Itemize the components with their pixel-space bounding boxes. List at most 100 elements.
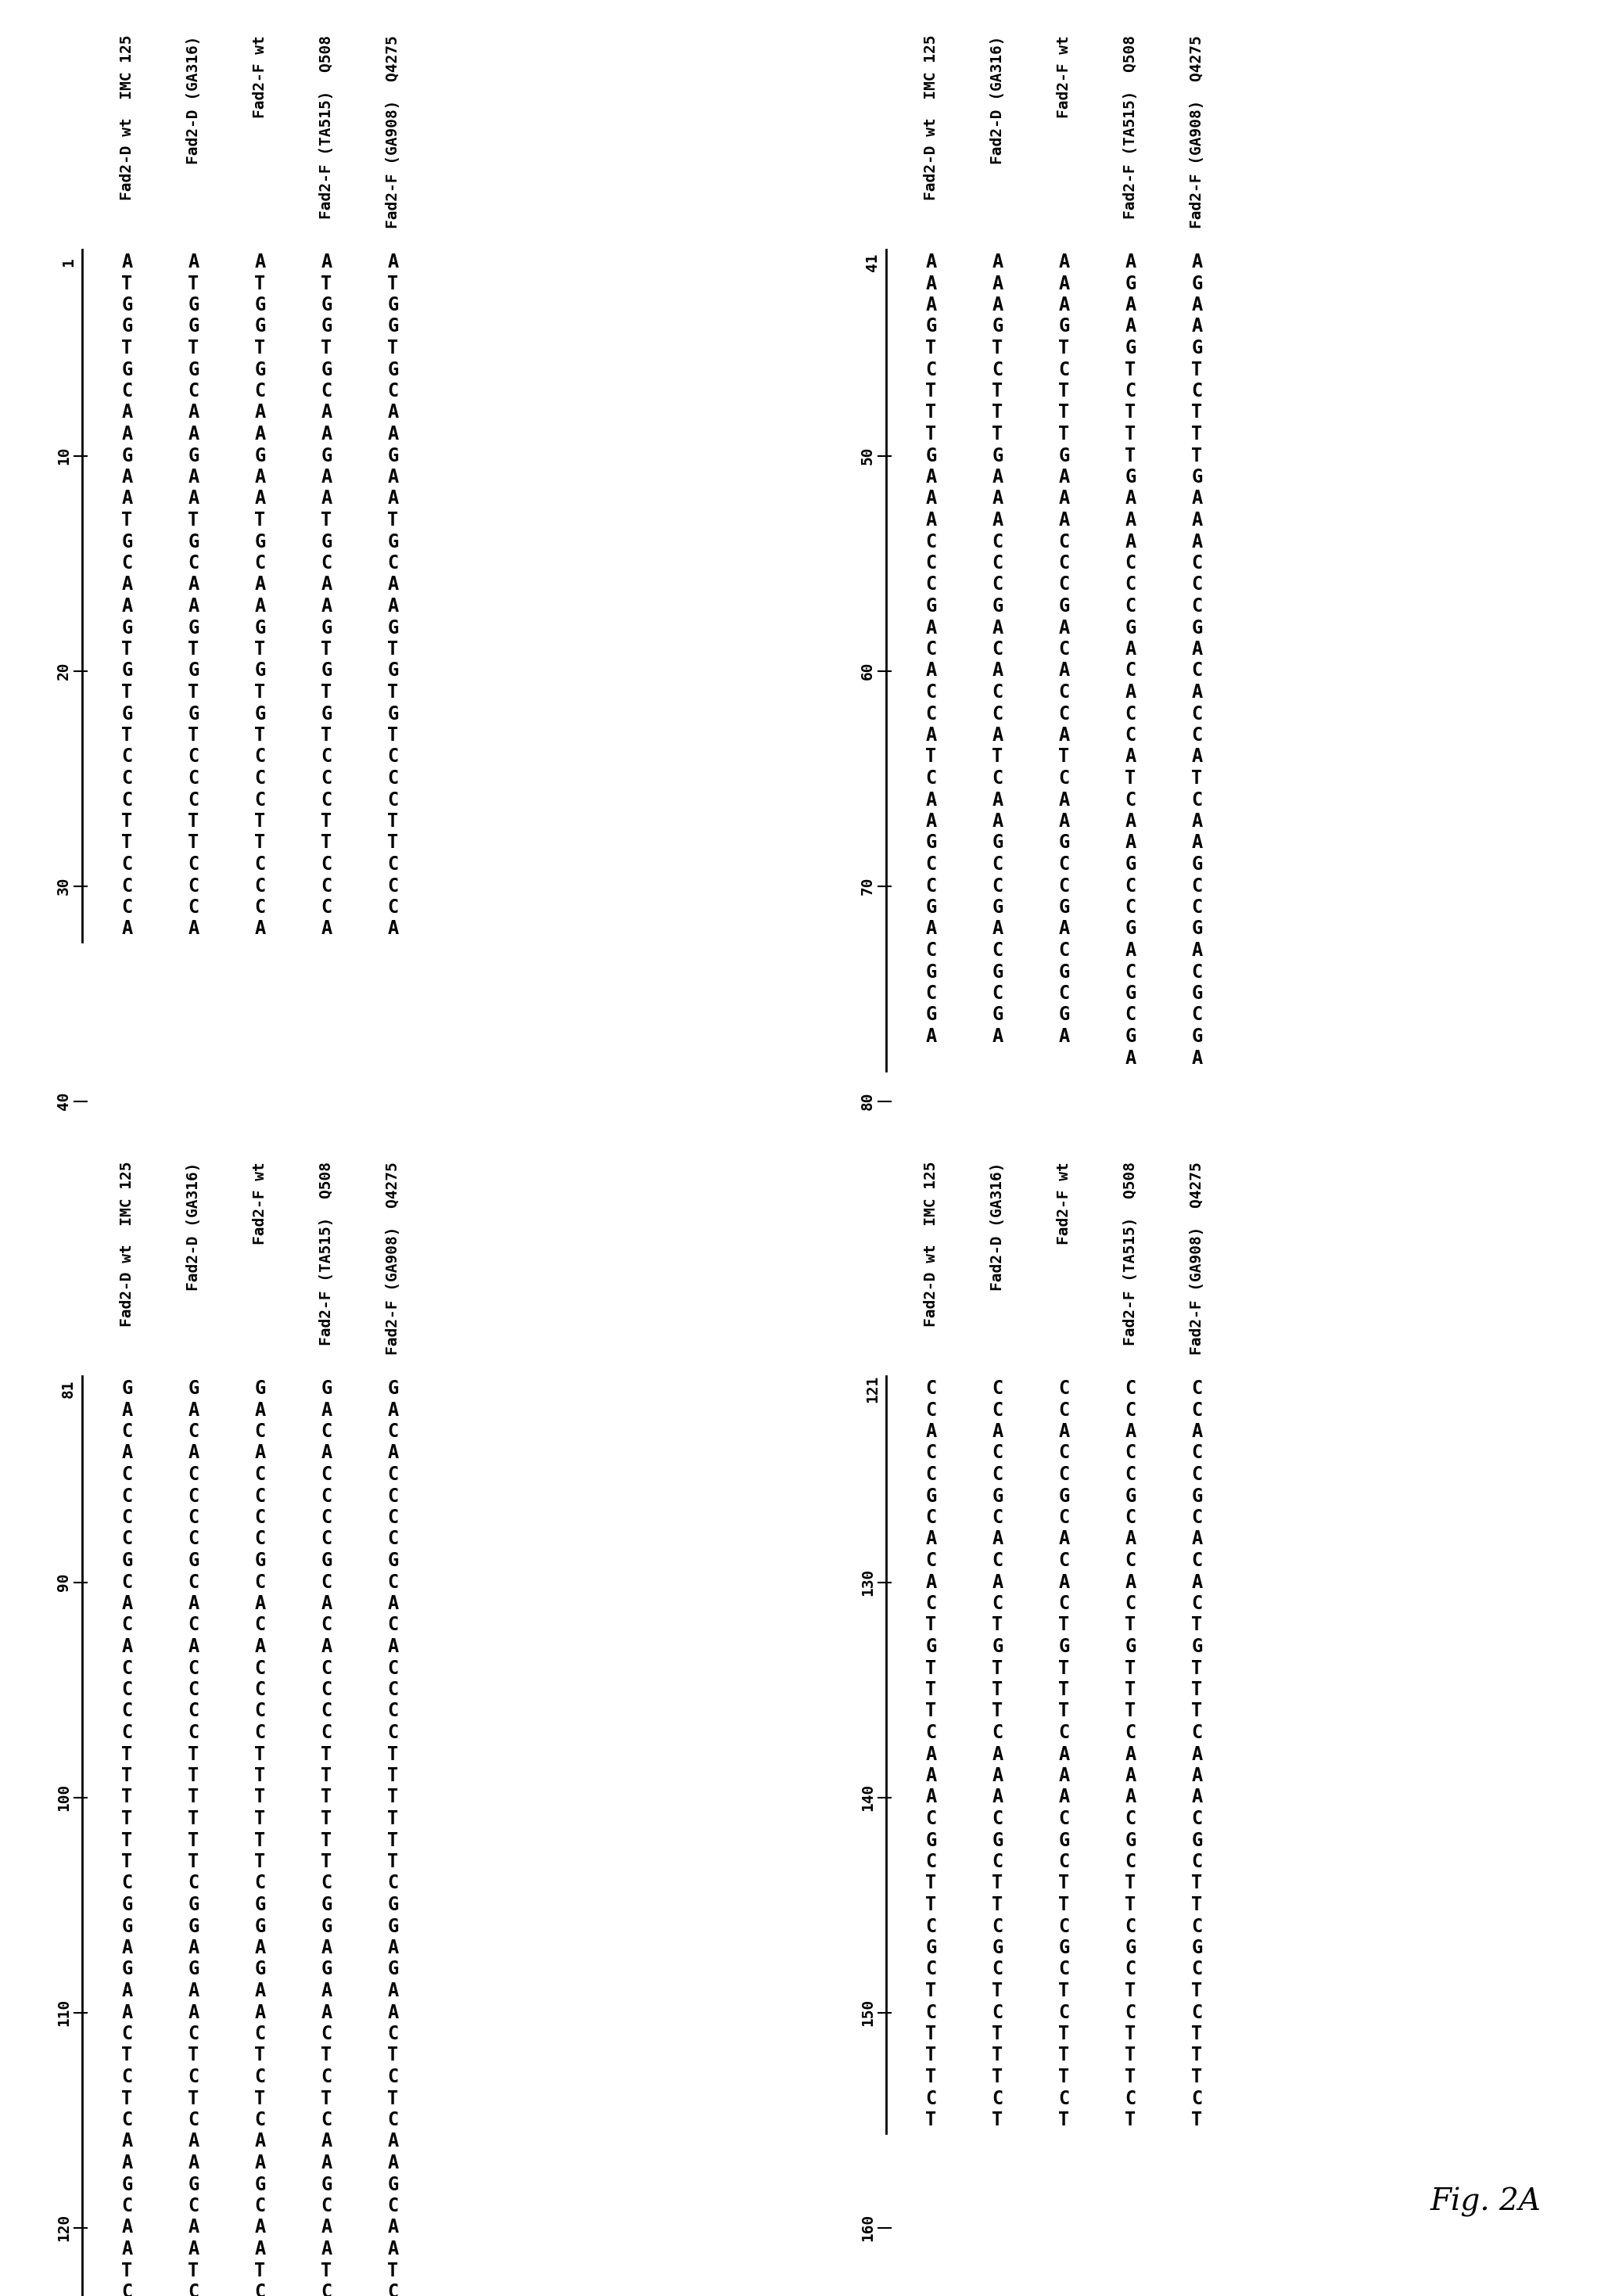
Text: C: C <box>1126 1465 1137 1483</box>
Text: A: A <box>388 2133 399 2151</box>
Text: 160: 160 <box>860 2213 875 2241</box>
Text: C: C <box>926 553 937 572</box>
Text: A: A <box>322 2002 333 2023</box>
Text: A: A <box>122 1938 133 1956</box>
Text: G: G <box>322 360 333 379</box>
Text: A: A <box>388 425 399 443</box>
Text: C: C <box>1192 381 1203 400</box>
Text: 41: 41 <box>865 253 880 271</box>
Text: C: C <box>322 1465 333 1483</box>
Text: A: A <box>254 425 265 443</box>
Text: Fad2-F wt: Fad2-F wt <box>252 1162 267 1244</box>
Text: T: T <box>992 2025 1003 2043</box>
Text: A: A <box>926 273 937 294</box>
Text: T: T <box>926 2025 937 2043</box>
Text: C: C <box>388 2025 399 2043</box>
Text: T: T <box>122 510 133 530</box>
Text: C: C <box>1058 641 1069 659</box>
Text: T: T <box>322 2046 333 2064</box>
Text: C: C <box>1126 2002 1137 2023</box>
Text: T: T <box>188 682 199 703</box>
Text: Fad2-D (GA316): Fad2-D (GA316) <box>991 34 1005 163</box>
Text: T: T <box>1058 425 1069 443</box>
Text: A: A <box>322 2133 333 2151</box>
Text: C: C <box>122 381 133 400</box>
Text: A: A <box>322 921 333 939</box>
Text: C: C <box>1126 1917 1137 1936</box>
Text: T: T <box>254 1745 265 1763</box>
Text: A: A <box>122 1444 133 1463</box>
Text: G: G <box>254 705 265 723</box>
Text: A: A <box>322 253 333 271</box>
Text: C: C <box>188 2025 199 2043</box>
Text: G: G <box>322 445 333 466</box>
Text: C: C <box>388 2069 399 2087</box>
Text: T: T <box>188 1766 199 1786</box>
Text: G: G <box>188 360 199 379</box>
Text: G: G <box>122 1961 133 1979</box>
Text: C: C <box>322 2069 333 2087</box>
Text: C: C <box>1126 381 1137 400</box>
Text: C: C <box>1126 661 1137 680</box>
Text: G: G <box>1126 921 1137 939</box>
Text: C: C <box>992 1809 1003 1828</box>
Text: T: T <box>1126 2046 1137 2064</box>
Text: A: A <box>1058 790 1069 808</box>
Text: T: T <box>992 425 1003 443</box>
Text: C: C <box>388 553 399 572</box>
Text: T: T <box>322 682 333 703</box>
Text: T: T <box>926 1701 937 1720</box>
Text: C: C <box>322 1658 333 1678</box>
Text: T: T <box>926 2069 937 2087</box>
Text: T: T <box>388 1830 399 1851</box>
Text: A: A <box>1126 489 1137 507</box>
Text: C: C <box>992 985 1003 1003</box>
Text: C: C <box>188 854 199 875</box>
Text: A: A <box>1192 1789 1203 1807</box>
Text: G: G <box>926 833 937 852</box>
Text: T: T <box>254 2089 265 2108</box>
Text: T: T <box>1192 2110 1203 2128</box>
Text: A: A <box>926 813 937 831</box>
Text: C: C <box>1058 1508 1069 1527</box>
Text: A: A <box>388 576 399 595</box>
Text: A: A <box>188 468 199 487</box>
Text: C: C <box>254 2282 265 2296</box>
Text: A: A <box>926 489 937 507</box>
Text: G: G <box>1126 1488 1137 1506</box>
Text: G: G <box>122 705 133 723</box>
Text: C: C <box>1192 1917 1203 1936</box>
Text: C: C <box>254 2025 265 2043</box>
Text: C: C <box>926 1961 937 1979</box>
Text: A: A <box>1126 533 1137 551</box>
Text: G: G <box>188 1552 199 1570</box>
Text: C: C <box>188 2069 199 2087</box>
Text: G: G <box>388 2174 399 2195</box>
Text: T: T <box>926 1658 937 1678</box>
Text: A: A <box>1192 641 1203 659</box>
Text: A: A <box>322 1444 333 1463</box>
Text: G: G <box>1192 1026 1203 1047</box>
Text: A: A <box>1126 833 1137 852</box>
Text: G: G <box>122 360 133 379</box>
Text: C: C <box>1192 1508 1203 1527</box>
Text: Fad2-D wt  IMC 125: Fad2-D wt IMC 125 <box>119 34 135 200</box>
Text: C: C <box>1192 1961 1203 1979</box>
Text: A: A <box>322 1637 333 1655</box>
Text: C: C <box>1192 597 1203 615</box>
Text: G: G <box>1126 854 1137 875</box>
Text: G: G <box>1192 273 1203 294</box>
Text: G: G <box>388 1917 399 1936</box>
Text: A: A <box>254 597 265 615</box>
Text: T: T <box>1126 1896 1137 1915</box>
Text: C: C <box>1192 1724 1203 1743</box>
Text: C: C <box>992 533 1003 551</box>
Text: C: C <box>992 1465 1003 1483</box>
Text: A: A <box>1126 1529 1137 1548</box>
Text: A: A <box>1126 941 1137 960</box>
Text: A: A <box>992 813 1003 831</box>
Text: Fad2-F (GA908)  Q4275: Fad2-F (GA908) Q4275 <box>1190 1162 1204 1355</box>
Text: C: C <box>1192 726 1203 744</box>
Text: C: C <box>926 1380 937 1398</box>
Text: C: C <box>122 1701 133 1720</box>
